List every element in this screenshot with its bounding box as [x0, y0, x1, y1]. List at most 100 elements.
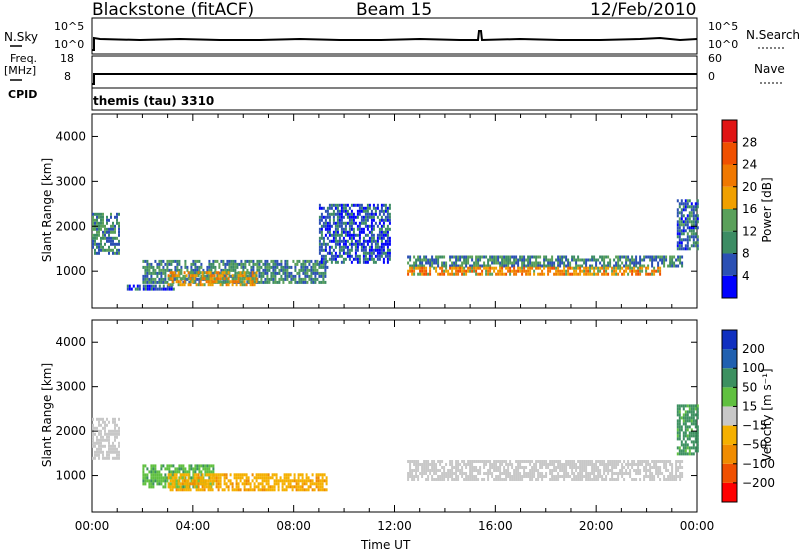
data-cell — [215, 277, 218, 281]
data-cell — [678, 241, 681, 245]
data-cell — [535, 258, 538, 262]
data-cell — [154, 271, 157, 275]
data-cell — [220, 268, 223, 272]
power-colorbar-swatch — [722, 186, 737, 209]
data-cell — [605, 466, 608, 469]
data-cell — [623, 466, 626, 469]
data-cell — [641, 460, 644, 463]
data-cell — [591, 478, 594, 481]
data-cell — [483, 472, 486, 475]
data-cell — [539, 261, 542, 265]
data-cell — [539, 266, 542, 270]
data-cell — [433, 472, 436, 475]
data-cell — [449, 266, 452, 270]
data-cell — [380, 218, 383, 222]
data-cell — [425, 478, 428, 481]
data-cell — [561, 255, 564, 259]
data-cell — [179, 271, 182, 275]
data-cell — [102, 236, 104, 240]
data-cell — [344, 257, 347, 261]
data-cell — [676, 434, 679, 438]
data-cell — [645, 460, 648, 463]
data-cell — [659, 466, 662, 469]
data-cell — [595, 466, 598, 469]
data-cell — [633, 264, 636, 268]
data-cell — [166, 467, 169, 471]
data-cell — [690, 413, 693, 417]
data-cell — [573, 272, 576, 276]
data-cell — [220, 271, 223, 275]
data-cell — [94, 227, 96, 231]
data-cell — [575, 475, 578, 478]
data-cell — [499, 255, 502, 259]
data-cell — [156, 479, 159, 483]
data-cell — [233, 488, 236, 492]
data-cell — [255, 271, 258, 275]
data-cell — [108, 227, 110, 231]
power-colorbar-tick-label: 12 — [742, 224, 757, 238]
data-cell — [98, 242, 100, 246]
data-cell — [459, 266, 462, 270]
data-cell — [676, 220, 679, 224]
data-cell — [669, 475, 672, 478]
data-cell — [266, 280, 269, 284]
data-cell — [475, 475, 478, 478]
data-cell — [255, 476, 258, 480]
data-cell — [690, 428, 693, 432]
data-cell — [200, 262, 203, 266]
data-cell — [684, 431, 687, 435]
data-cell — [515, 472, 518, 475]
data-cell — [332, 233, 335, 237]
data-cell — [150, 262, 153, 266]
data-cell — [171, 277, 174, 281]
data-cell — [194, 470, 197, 474]
data-cell — [682, 431, 685, 435]
data-cell — [142, 265, 145, 269]
data-cell — [651, 264, 654, 268]
data-cell — [273, 479, 276, 483]
data-cell — [517, 466, 520, 469]
data-cell — [597, 472, 600, 475]
data-cell — [651, 472, 654, 475]
data-cell — [206, 464, 209, 468]
data-cell — [384, 230, 387, 234]
data-cell — [692, 223, 695, 227]
data-cell — [142, 287, 145, 291]
data-cell — [676, 214, 679, 218]
data-cell — [114, 420, 116, 424]
data-cell — [245, 283, 248, 287]
data-cell — [617, 472, 620, 475]
data-cell — [324, 245, 327, 249]
data-cell — [324, 221, 327, 225]
data-cell — [154, 467, 157, 471]
data-cell — [386, 233, 389, 237]
data-cell — [565, 269, 568, 273]
data-cell — [150, 467, 153, 471]
data-cell — [295, 488, 298, 492]
data-cell — [148, 262, 151, 266]
data-cell — [234, 271, 237, 275]
data-cell — [573, 255, 576, 259]
data-cell — [407, 261, 410, 265]
data-cell — [549, 266, 552, 270]
data-cell — [643, 475, 646, 478]
data-cell — [114, 429, 116, 433]
data-cell — [421, 463, 424, 466]
data-cell — [114, 423, 116, 427]
data-cell — [533, 261, 536, 265]
data-cell — [342, 209, 345, 213]
data-cell — [368, 236, 371, 240]
data-cell — [491, 261, 494, 265]
data-cell — [142, 277, 145, 281]
data-cell — [307, 476, 310, 480]
data-cell — [587, 460, 590, 463]
data-cell — [615, 472, 618, 475]
data-cell — [235, 473, 238, 477]
data-cell — [267, 473, 270, 477]
data-cell — [274, 280, 277, 284]
data-cell — [245, 476, 248, 480]
data-cell — [465, 269, 468, 273]
data-cell — [605, 475, 608, 478]
data-cell — [621, 466, 624, 469]
data-cell — [320, 236, 323, 240]
